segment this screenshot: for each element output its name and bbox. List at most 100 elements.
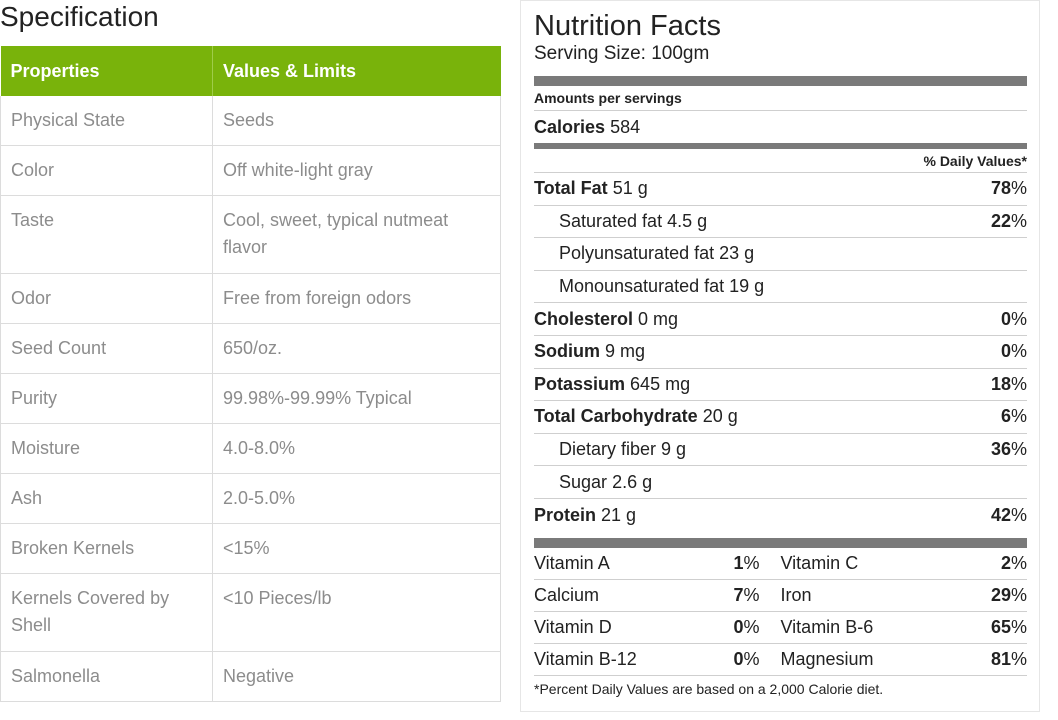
specification-row: Broken Kernels <15% xyxy=(0,523,501,574)
nutrient-name-amount: Monounsaturated fat 19 g xyxy=(559,276,764,297)
daily-values-header-row: % Daily Values* xyxy=(534,149,1027,173)
percent-sign: % xyxy=(1010,178,1027,199)
property-cell: Seed Count xyxy=(0,323,213,374)
specification-row: Taste Cool, sweet, typical nutmeat flavor xyxy=(0,195,501,274)
nutrient-daily-value: 0% xyxy=(1001,309,1027,330)
daily-value-number: 0 xyxy=(1000,341,1011,362)
percent-sign: % xyxy=(743,552,760,573)
vitamin-name: Vitamin C xyxy=(780,552,859,573)
vitamin-cell: Calcium 7% xyxy=(534,585,781,606)
daily-value-number: 0 xyxy=(733,648,744,669)
value-cell: Seeds xyxy=(212,96,501,146)
property-cell: Salmonella xyxy=(0,651,213,702)
nutrient-amount: 21 g xyxy=(601,504,637,525)
nutrient-name-amount: Protein 21 g xyxy=(534,505,636,526)
vitamin-name: Vitamin B-6 xyxy=(780,616,874,637)
nutrient-name: Monounsaturated fat xyxy=(559,276,725,297)
property-cell: Color xyxy=(0,145,213,196)
nutrient-name-amount: Dietary fiber 9 g xyxy=(559,439,686,460)
percent-sign: % xyxy=(743,584,760,605)
vitamin-daily-value: 7% xyxy=(733,585,759,606)
nutrient-amount: 23 g xyxy=(719,243,755,264)
calories-label: Calories xyxy=(534,116,606,137)
vitamin-daily-value: 81% xyxy=(991,649,1027,670)
property-cell: Ash xyxy=(0,473,213,524)
daily-value-number: 1 xyxy=(733,552,744,573)
specification-row: Kernels Covered by Shell <10 Pieces/lb xyxy=(0,573,501,652)
value-cell: Off white-light gray xyxy=(212,145,501,196)
nutrient-name-amount: Cholesterol 0 mg xyxy=(534,309,678,330)
daily-value-number: 65 xyxy=(990,616,1011,637)
specification-body: Physical State Seeds Color Off white-light … xyxy=(0,96,501,702)
property-cell: Physical State xyxy=(0,96,213,146)
value-cell: 99.98%-99.99% Typical xyxy=(212,373,501,424)
nutrient-row: Total Fat 51 g 78% xyxy=(534,173,1027,206)
calories-value: 584 xyxy=(610,116,641,137)
vitamin-cell: Iron 29% xyxy=(781,585,1028,606)
nutrient-row: Monounsaturated fat 19 g xyxy=(534,271,1027,304)
daily-value-number: 78 xyxy=(990,178,1011,199)
specification-row: Purity 99.98%-99.99% Typical xyxy=(0,373,501,424)
nutrient-daily-value: 78% xyxy=(991,178,1027,199)
percent-sign: % xyxy=(1010,584,1027,605)
specification-panel: Specification Properties Values & Limits… xyxy=(0,0,501,702)
specification-title: Specification xyxy=(0,1,159,32)
nutrient-daily-value: 18% xyxy=(991,374,1027,395)
daily-value-number: 36 xyxy=(990,439,1011,460)
percent-sign: % xyxy=(1010,406,1027,427)
nutrient-amount: 51 g xyxy=(612,178,648,199)
value-cell: Negative xyxy=(212,651,501,702)
vitamin-row: Vitamin A 1% Vitamin C 2% xyxy=(534,548,1027,580)
nutrient-row: Polyunsaturated fat 23 g xyxy=(534,238,1027,271)
percent-sign: % xyxy=(1010,616,1027,637)
percent-sign: % xyxy=(1010,504,1027,525)
specification-row: Odor Free from foreign odors xyxy=(0,273,501,324)
percent-sign: % xyxy=(1010,308,1027,329)
vitamin-daily-value: 0% xyxy=(733,649,759,670)
value-cell: 650/oz. xyxy=(212,323,501,374)
value-cell: <15% xyxy=(212,523,501,574)
percent-sign: % xyxy=(1010,341,1027,362)
nutrient-name-amount: Saturated fat 4.5 g xyxy=(559,211,707,232)
property-cell: Moisture xyxy=(0,423,213,474)
specification-table: Properties Values & Limits Physical Stat… xyxy=(0,46,501,702)
nutrient-name: Cholesterol xyxy=(534,308,634,329)
specification-row: Salmonella Negative xyxy=(0,651,501,702)
daily-value-number: 18 xyxy=(990,373,1011,394)
daily-value-number: 81 xyxy=(990,648,1011,669)
nutrient-amount: 0 mg xyxy=(638,308,679,329)
amounts-per-serving-row: Amounts per servings xyxy=(534,86,1027,111)
value-cell: Free from foreign odors xyxy=(212,273,501,324)
vitamin-cell: Vitamin D 0% xyxy=(534,617,781,638)
vitamin-name: Vitamin A xyxy=(534,552,610,573)
daily-value-number: 29 xyxy=(990,584,1011,605)
vitamin-cell: Vitamin B-6 65% xyxy=(781,617,1028,638)
daily-values-header: % Daily Values* xyxy=(923,152,1027,169)
vitamin-daily-value: 0% xyxy=(733,617,759,638)
footnote: *Percent Daily Values are based on a 2,0… xyxy=(534,680,884,697)
nutrient-name-amount: Sugar 2.6 g xyxy=(559,472,652,493)
vitamin-daily-value: 65% xyxy=(991,617,1027,638)
value-cell: 4.0-8.0% xyxy=(212,423,501,474)
serving-size: Serving Size: 100gm xyxy=(534,43,710,64)
nutrient-row: Cholesterol 0 mg 0% xyxy=(534,303,1027,336)
medium-divider xyxy=(534,143,1027,149)
daily-value-number: 6 xyxy=(1000,406,1011,427)
specification-header-row: Properties Values & Limits xyxy=(0,46,501,96)
percent-sign: % xyxy=(1010,552,1027,573)
daily-value-number: 42 xyxy=(990,504,1011,525)
nutrient-amount: 19 g xyxy=(729,276,765,297)
nutrient-name: Potassium xyxy=(534,373,626,394)
nutrient-daily-value: 22% xyxy=(991,211,1027,232)
header-properties: Properties xyxy=(0,46,213,96)
percent-sign: % xyxy=(1010,439,1027,460)
vitamin-list: Vitamin A 1% Vitamin C 2% Calcium 7% Iron 29% Vi… xyxy=(534,548,1027,676)
vitamin-name: Vitamin D xyxy=(534,616,612,637)
nutrient-row: Sodium 9 mg 0% xyxy=(534,336,1027,369)
nutrient-name-amount: Sodium 9 mg xyxy=(534,341,645,362)
value-cell: <10 Pieces/lb xyxy=(212,573,501,652)
nutrient-name: Saturated fat xyxy=(559,210,663,231)
calories-row: Calories 584 xyxy=(534,111,1027,143)
specification-row: Seed Count 650/oz. xyxy=(0,323,501,374)
vitamin-daily-value: 1% xyxy=(733,553,759,574)
